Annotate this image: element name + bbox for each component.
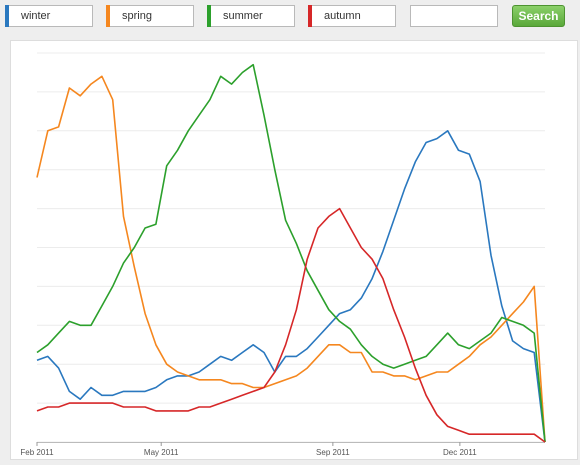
term-input-autumn-text: autumn (324, 10, 361, 22)
x-tick-label: May 2011 (144, 448, 179, 457)
autumn-color-swatch (308, 5, 312, 27)
x-tick-label: Dec 2011 (443, 448, 477, 457)
term-input-summer[interactable]: summer (207, 5, 295, 27)
winter-color-swatch (5, 5, 9, 27)
term-input-autumn[interactable]: autumn (308, 5, 396, 27)
summer-color-swatch (207, 5, 211, 27)
series-line-spring (36, 75, 546, 443)
spring-color-swatch (106, 5, 110, 27)
series-line-summer (36, 63, 546, 443)
term-input-winter[interactable]: winter (5, 5, 93, 27)
chart-panel: Feb 2011 May 2011 Sep 2011 Dec 2011 (10, 40, 578, 460)
term-input-summer-text: summer (223, 10, 263, 22)
x-tick-label: Sep 2011 (316, 448, 350, 457)
trend-chart: Feb 2011 May 2011 Sep 2011 Dec 2011 (20, 52, 546, 457)
search-button[interactable]: Search (512, 5, 565, 27)
term-input-winter-text: winter (21, 10, 51, 22)
x-tick-label: Feb 2011 (20, 448, 54, 457)
term-input-spring[interactable]: spring (106, 5, 194, 27)
term-input-empty[interactable] (410, 5, 498, 27)
series-line-autumn (36, 207, 546, 443)
search-bar: winter spring summer autumn Search (0, 0, 580, 36)
term-input-spring-text: spring (122, 10, 152, 22)
series-line-winter (36, 130, 546, 443)
